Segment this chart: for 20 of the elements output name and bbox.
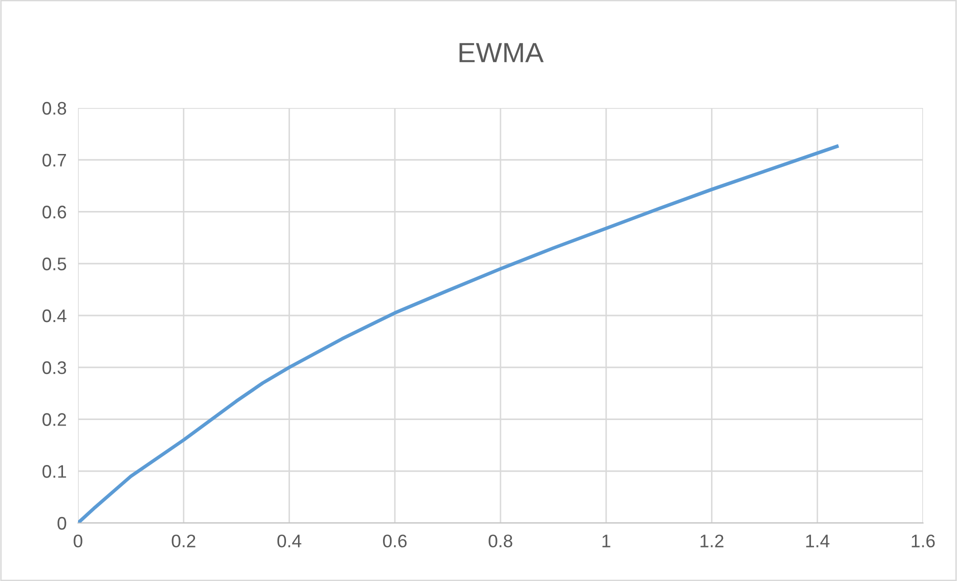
line-series (78, 144, 839, 523)
x-tick-label: 1.2 (700, 534, 724, 548)
x-tick-label: 0.2 (172, 534, 196, 548)
y-tick-label: 0 (58, 516, 66, 530)
chart-title: EWMA (460, 43, 544, 62)
y-tick-label: 0.1 (42, 465, 66, 478)
x-tick-label: 1.4 (806, 534, 830, 548)
y-tick-label: 0.6 (42, 206, 66, 218)
y-tick-label: 0.8 (42, 102, 66, 115)
x-tick-label: 0.6 (383, 534, 407, 548)
x-tick-label: 1.6 (912, 534, 935, 548)
x-tick-label: 0.4 (277, 534, 302, 548)
y-tick-label: 0.5 (42, 258, 66, 270)
y-tick-label: 0.2 (42, 413, 66, 426)
x-tick-label: 0 (74, 534, 82, 548)
y-tick-label: 0.4 (42, 309, 66, 322)
y-tick-label: 0.3 (42, 361, 66, 374)
x-tick-label: 1 (602, 534, 610, 548)
y-tick-label: 0.7 (42, 154, 66, 167)
x-tick-label: 0.8 (488, 534, 512, 548)
